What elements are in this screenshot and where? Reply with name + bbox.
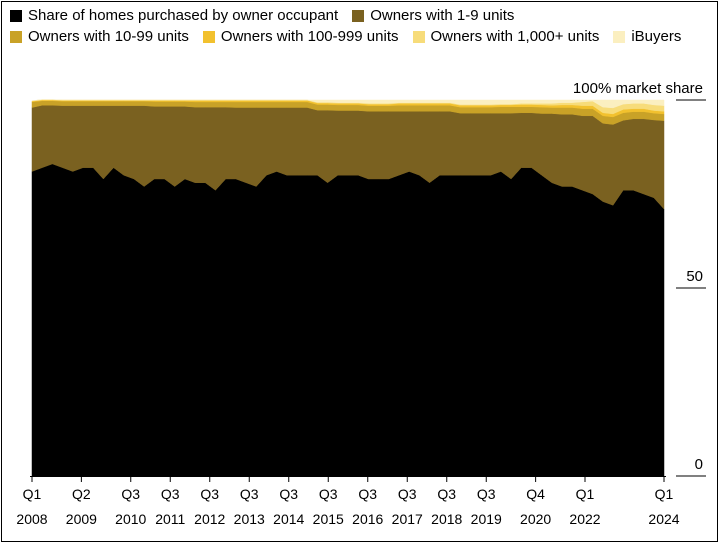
x-tick-year: 2008 (16, 511, 47, 527)
x-tick-quarter: Q4 (526, 486, 545, 502)
legend-label: iBuyers (631, 28, 682, 45)
legend-item: Share of homes purchased by owner occupa… (10, 6, 338, 25)
legend-label: Share of homes purchased by owner occupa… (28, 7, 339, 24)
legend-swatch (613, 30, 626, 43)
legend-label: Owners with 1-9 units (370, 7, 515, 24)
x-tick-quarter: Q1 (576, 486, 595, 502)
legend-swatch (10, 30, 22, 43)
legend-swatch (352, 9, 365, 22)
legend-label: Owners with 10-99 units (28, 28, 189, 45)
x-tick-quarter: Q3 (437, 486, 456, 502)
x-tick-year: 2011 (155, 511, 185, 527)
x-tick-year: 2014 (273, 511, 304, 527)
x-tick-quarter: Q3 (240, 486, 259, 502)
x-tick-quarter: Q1 (23, 486, 42, 502)
chart-legend: Share of homes purchased by owner occupa… (10, 6, 690, 46)
legend-label: Owners with 1,000+ units (430, 28, 600, 45)
x-tick-year: 2012 (194, 511, 225, 527)
legend-item: Owners with 1,000+ units (412, 27, 600, 46)
x-tick-year: 2020 (520, 511, 551, 527)
y-tick-label: 100% market share (573, 80, 703, 97)
legend-item: Owners with 100-999 units (202, 27, 399, 46)
x-tick-quarter: Q2 (72, 486, 91, 502)
x-tick-year: 2013 (234, 511, 265, 527)
legend-swatch (202, 30, 215, 43)
x-tick-year: 2022 (569, 511, 600, 527)
x-tick-year: 2010 (115, 511, 146, 527)
x-tick-year: 2019 (471, 511, 502, 527)
x-tick-quarter: Q3 (279, 486, 298, 502)
legend-item: Owners with 1-9 units (352, 6, 514, 25)
x-tick-quarter: Q3 (161, 486, 180, 502)
y-tick-label: 0 (695, 456, 703, 473)
x-tick-year: 2024 (648, 511, 679, 527)
x-tick-year: 2018 (431, 511, 462, 527)
series-area (31, 163, 665, 477)
legend-swatch (10, 9, 22, 22)
x-tick-year: 2017 (392, 511, 423, 527)
x-tick-quarter: Q3 (477, 486, 496, 502)
x-tick-quarter: Q1 (655, 486, 674, 502)
legend-label: Owners with 100-999 units (220, 28, 399, 45)
y-tick-label: 50 (686, 268, 703, 285)
x-tick-year: 2009 (66, 511, 97, 527)
legend-swatch (412, 30, 425, 43)
x-tick-quarter: Q3 (398, 486, 417, 502)
x-tick-quarter: Q3 (358, 486, 377, 502)
legend-item: iBuyers (613, 27, 681, 46)
series-area (31, 99, 665, 109)
x-tick-year: 2016 (352, 511, 383, 527)
x-tick-year: 2015 (313, 511, 344, 527)
x-tick-quarter: Q3 (319, 486, 338, 502)
x-tick-quarter: Q3 (200, 486, 219, 502)
x-tick-quarter: Q3 (121, 486, 140, 502)
legend-item: Owners with 10-99 units (10, 27, 189, 46)
